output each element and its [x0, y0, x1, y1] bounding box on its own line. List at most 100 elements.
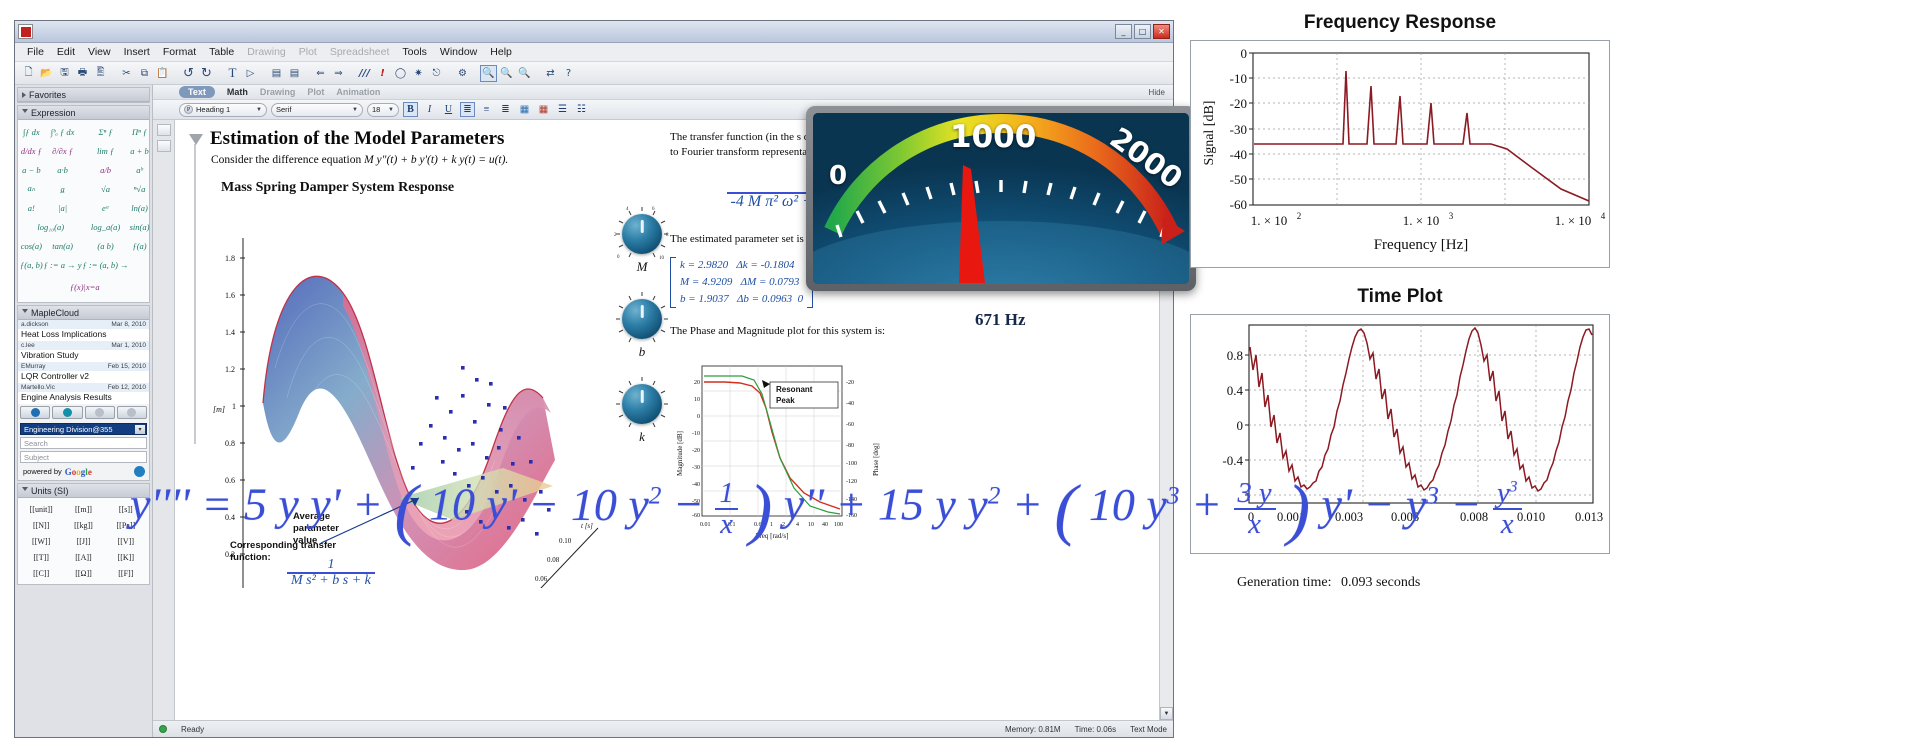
expr-item[interactable]: log₁₀(a): [37, 221, 65, 232]
close-button[interactable]: ✕: [1153, 24, 1170, 39]
hide-panel-button[interactable]: Hide: [1148, 87, 1165, 97]
toggle-icon[interactable]: ⇄: [546, 67, 555, 79]
menu-tools[interactable]: Tools: [402, 46, 427, 58]
expr-item[interactable]: tan(a): [52, 240, 73, 251]
unit-item[interactable]: [[Pa]]: [116, 520, 136, 530]
expr-item[interactable]: (a b): [97, 240, 114, 251]
paragraph-style-select[interactable]: P Heading 1 ▼: [179, 102, 267, 117]
unit-item[interactable]: [[T]]: [33, 552, 49, 562]
time-plot-chart[interactable]: 0.8 0.4 0 -0.4 0 0.001 0.003 0.005: [1190, 314, 1610, 554]
align-left-button[interactable]: ≣: [460, 102, 475, 117]
knob-dial-icon[interactable]: [616, 377, 668, 428]
expr-item[interactable]: ∫ᵇₐ ƒ dx: [50, 126, 75, 137]
font-family-select[interactable]: Serif ▼: [271, 102, 363, 117]
expr-item[interactable]: ƒ(a): [132, 240, 147, 251]
expr-item[interactable]: ⁿ√a: [133, 183, 146, 194]
menu-table[interactable]: Table: [209, 46, 235, 58]
unit-item[interactable]: [[J]]: [76, 536, 91, 546]
knob-stiffness[interactable]: k: [605, 377, 679, 445]
unit-item[interactable]: [[kg]]: [74, 520, 93, 530]
unit-item[interactable]: [[F]]: [118, 568, 134, 578]
tab-text[interactable]: Text: [179, 86, 215, 98]
palette-maplecloud-header[interactable]: MapleCloud: [18, 306, 149, 320]
underline-button[interactable]: U: [444, 104, 453, 115]
expr-item[interactable]: eᵃ: [101, 202, 110, 213]
zoom-out-icon[interactable]: 🔍: [518, 67, 531, 79]
palette-expression-header[interactable]: Expression: [18, 106, 149, 120]
math-mode-icon[interactable]: ▷: [246, 67, 255, 79]
save-icon[interactable]: 🖫: [60, 66, 69, 78]
gutter-button[interactable]: [156, 140, 171, 152]
list-item-meta[interactable]: c.lee Mar 1, 2010: [18, 341, 149, 350]
text-mode-icon[interactable]: T: [228, 65, 237, 80]
section-collapse-icon[interactable]: [189, 133, 203, 145]
expr-item[interactable]: |a|: [58, 202, 68, 213]
numbered-list-icon[interactable]: ☷: [577, 104, 586, 115]
expr-item[interactable]: ∂/∂x ƒ: [52, 145, 74, 156]
zoom-in-icon[interactable]: 🔍: [500, 67, 513, 79]
knob-dial-icon[interactable]: [616, 292, 668, 343]
print-preview-icon[interactable]: 🖺: [96, 66, 105, 78]
align-center-button[interactable]: ≡: [483, 104, 490, 115]
expr-item[interactable]: lim ƒ: [96, 145, 115, 156]
table-insert-icon[interactable]: ▦: [519, 104, 530, 115]
expr-item[interactable]: ƒ(x)|x=a: [69, 282, 100, 292]
expr-item[interactable]: a̲: [60, 183, 65, 194]
list-item-meta[interactable]: EMurray Feb 15, 2010: [18, 362, 149, 371]
list-item-meta[interactable]: Martello.Vic Feb 12, 2010: [18, 383, 149, 392]
menu-format[interactable]: Format: [162, 46, 197, 58]
stop-icon[interactable]: ◯: [394, 67, 407, 79]
chevron-down-icon[interactable]: ▼: [388, 106, 394, 113]
expr-item[interactable]: a·b: [57, 164, 68, 175]
expr-item[interactable]: aₙ: [27, 183, 36, 193]
chevron-down-icon[interactable]: ▾: [135, 425, 145, 434]
bold-button[interactable]: B: [403, 102, 418, 117]
entry-title[interactable]: Heat Loss Implications: [18, 329, 149, 341]
unit-item[interactable]: [[unit]]: [29, 504, 53, 514]
unit-item[interactable]: [[V]]: [117, 536, 135, 546]
paste-icon[interactable]: 📋: [156, 67, 169, 79]
analog-speed-gauge[interactable]: 0 1000 2000: [806, 106, 1196, 291]
open-folder-icon[interactable]: 📂: [40, 67, 53, 79]
new-document-icon[interactable]: 🗋: [24, 66, 33, 78]
expr-item[interactable]: d/dx ƒ: [20, 145, 42, 156]
expr-item[interactable]: ƒ := (a, b) →: [82, 259, 129, 270]
tab-math[interactable]: Math: [226, 87, 248, 97]
maximize-button[interactable]: □: [1134, 24, 1151, 39]
gutter-button[interactable]: [156, 124, 171, 136]
scroll-down-button[interactable]: ▼: [1160, 707, 1173, 720]
knob-dial-icon[interactable]: 4 6 2 8 0 10: [614, 207, 669, 261]
entry-title[interactable]: Vibration Study: [18, 350, 149, 362]
menu-window[interactable]: Window: [439, 46, 478, 58]
download-icon[interactable]: [116, 406, 147, 419]
indent-icon[interactable]: ▤: [271, 67, 282, 79]
unit-item[interactable]: [[K]]: [117, 552, 135, 562]
align-right-button[interactable]: ≣: [501, 104, 510, 115]
tab-drawing[interactable]: Drawing: [259, 87, 296, 97]
expr-item[interactable]: sin(a): [129, 221, 150, 232]
bullet-list-icon[interactable]: ☰: [558, 104, 567, 115]
frequency-response-chart[interactable]: 0 -10 -20 -30 -40 -50 -60 Signal [: [1190, 40, 1610, 268]
network-icon[interactable]: [20, 406, 51, 419]
minimize-button[interactable]: _: [1115, 24, 1132, 39]
maplecloud-subject-input[interactable]: Subject: [20, 451, 147, 463]
menu-file[interactable]: File: [27, 46, 44, 58]
expr-item[interactable]: a/b: [100, 164, 111, 175]
debug-icon[interactable]: ⚙: [458, 67, 467, 79]
italic-button[interactable]: I: [427, 104, 432, 115]
menu-view[interactable]: View: [88, 46, 111, 58]
expr-item[interactable]: a + b: [130, 145, 149, 156]
table-delete-icon[interactable]: ▦: [538, 104, 549, 115]
unit-item[interactable]: [[C]]: [33, 568, 50, 578]
expr-item[interactable]: √a: [101, 183, 111, 194]
outdent-icon[interactable]: ▤: [289, 67, 300, 79]
expr-item[interactable]: ƒ := a → y: [43, 259, 82, 270]
clear-icon[interactable]: ⎋: [432, 67, 441, 79]
chevron-down-icon[interactable]: ▼: [256, 106, 262, 113]
expr-item[interactable]: log_a(a): [90, 221, 121, 232]
tab-animation[interactable]: Animation: [336, 87, 381, 97]
cut-icon[interactable]: ✂: [122, 67, 131, 79]
refresh-icon[interactable]: [52, 406, 83, 419]
maplecloud-group-select[interactable]: Engineering Division@355 ▾: [20, 423, 147, 435]
undo-icon[interactable]: ↺: [183, 65, 194, 81]
